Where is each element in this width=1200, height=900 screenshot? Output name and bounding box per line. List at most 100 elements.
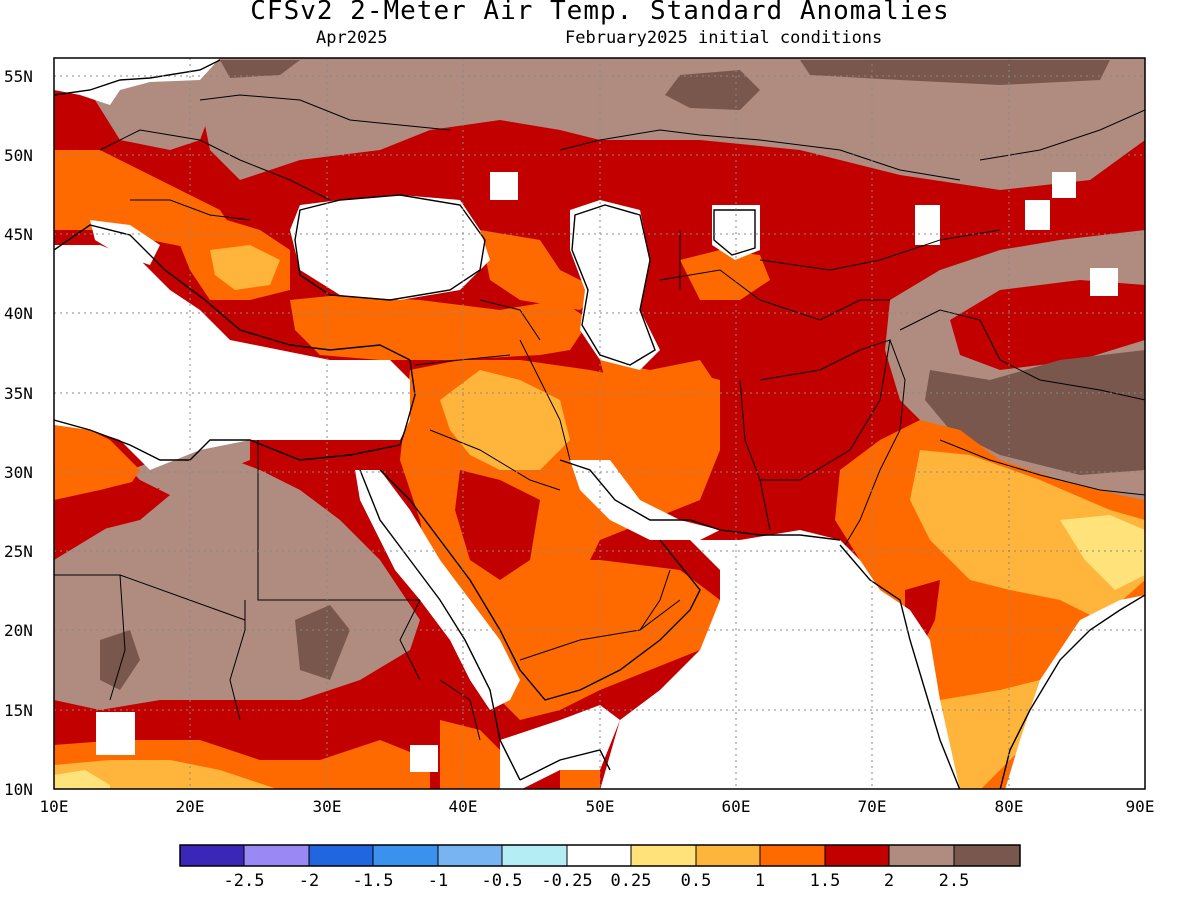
colorbar-swatch-6 <box>566 844 632 867</box>
field-lightyellow-sahel <box>54 770 110 789</box>
border-chad-sudan <box>229 600 246 721</box>
coast-baltic <box>54 59 221 96</box>
anomaly-field <box>54 58 1145 789</box>
field-yellow-india <box>910 450 1145 620</box>
field-white-mediterranean <box>54 245 410 470</box>
coastlines <box>54 59 1145 789</box>
colorbar-label-11: 2.5 <box>939 871 970 891</box>
lon-tick-6: 70E <box>858 797 887 816</box>
border-syria-turkey <box>414 354 511 366</box>
colorbar-label-5: -0.25 <box>541 871 592 891</box>
border-pak-india <box>844 339 906 546</box>
colorbar-label-10: 2 <box>884 871 894 891</box>
lon-tick-8: 90E <box>1126 797 1155 816</box>
field-orange-caspian-n <box>480 230 600 310</box>
colorbar-swatch-10 <box>824 844 890 867</box>
lon-tick-0: 10E <box>40 797 69 816</box>
field-orange-maghreb <box>54 425 140 500</box>
coast-horn <box>519 749 611 781</box>
colorbar-label-9: 1.5 <box>810 871 841 891</box>
colorbar-label-2: -1.5 <box>353 871 394 891</box>
field-yellow-sahel <box>54 760 277 789</box>
field-white-lake-ne3 <box>1052 172 1076 198</box>
lon-tick-3: 40E <box>449 797 478 816</box>
colorbar-swatch-2 <box>308 844 374 867</box>
colorbar-label-0: -2.5 <box>224 871 265 891</box>
colorbar-label-6: 0.25 <box>611 871 652 891</box>
field-red-maghreb <box>54 480 170 540</box>
colorbar-swatch-7 <box>630 844 697 867</box>
lon-tick-5: 60E <box>722 797 751 816</box>
colorbar-label-3: -1 <box>428 871 448 891</box>
colorbar-swatch-3 <box>372 844 439 867</box>
border-russia-kaz <box>559 129 961 181</box>
field-brown-libya <box>130 440 250 490</box>
map-frame <box>53 57 1146 790</box>
valid-month-label: Apr2025 <box>316 28 388 48</box>
coast-caspian <box>571 204 656 366</box>
field-darkbrown-nw <box>220 60 300 78</box>
border-saudi-yemen <box>519 599 681 661</box>
colorbar-label-4: -0.5 <box>482 871 523 891</box>
field-yellow-india-s <box>940 680 1050 789</box>
colorbar-swatch-0 <box>179 844 245 867</box>
lon-tick-4: 50E <box>586 797 615 816</box>
field-white-lake-ne <box>1090 268 1118 296</box>
lon-tick-7: 80E <box>995 797 1024 816</box>
colorbar-label-1: -2 <box>299 871 319 891</box>
field-brown-north <box>200 58 1145 190</box>
border-egypt-sudan-nile <box>399 599 421 681</box>
initial-conditions-label: February2025 initial conditions <box>565 28 883 48</box>
coast-levant <box>399 359 416 446</box>
field-orange-horn <box>440 720 510 789</box>
lat-tick-8: 15N <box>4 701 33 720</box>
lat-tick-1: 50N <box>4 146 33 165</box>
border-ethiopia <box>439 679 481 741</box>
field-yellow-balkans <box>210 245 280 290</box>
field-white-arabiansea <box>600 530 960 789</box>
field-white-lake-nile <box>410 745 438 772</box>
borders <box>54 94 1145 741</box>
lat-tick-2: 45N <box>4 225 33 244</box>
border-eu-2 <box>130 199 251 221</box>
field-lightyellow-india <box>1060 515 1145 590</box>
lon-axis: 10E 20E 30E 40E 50E 60E 70E 80E 90E <box>40 797 1155 816</box>
border-turkey-e <box>479 299 541 341</box>
colorbar-swatch-12 <box>953 844 1021 867</box>
colorbar: -2.5 -2 -1.5 -1 -0.5 -0.25 0.25 0.5 1 1.… <box>179 844 1021 891</box>
field-white-lake-ne2 <box>1025 200 1050 230</box>
field-orange-iran <box>600 360 720 440</box>
chart-title: CFSv2 2-Meter Air Temp. Standard Anomali… <box>250 0 950 26</box>
colorbar-label-7: 0.5 <box>681 871 712 891</box>
lat-tick-9: 10N <box>4 780 33 799</box>
field-darkbrown-tibet <box>925 350 1145 475</box>
field-orange-somalia <box>560 770 600 789</box>
lon-tick-2: 30E <box>313 797 342 816</box>
border-afghan-pak <box>759 339 891 481</box>
colorbar-frame <box>179 844 1021 867</box>
border-kazakhstan <box>679 229 1001 290</box>
field-white-balkhash <box>915 205 940 245</box>
field-darkbrown-sahara-w <box>100 630 140 690</box>
field-white-lake-n1 <box>490 172 518 200</box>
coast-blacksea <box>294 194 486 301</box>
colorbar-swatch-9 <box>759 844 826 867</box>
field-white-baltic <box>54 58 220 105</box>
field-white-blacksea <box>290 195 490 300</box>
colorbar-swatch-8 <box>695 844 761 867</box>
coast-redsea-west <box>359 469 521 781</box>
border-saudi-iraq <box>429 429 561 491</box>
field-white-bayofbengal <box>1005 595 1145 789</box>
border-eu-3 <box>199 94 451 131</box>
border-oman <box>639 569 671 631</box>
lat-tick-0: 55N <box>4 67 33 86</box>
border-china-india <box>899 309 1145 401</box>
coast-mediterranean-north <box>54 224 411 361</box>
field-orange-anatolia <box>290 295 590 360</box>
border-himalaya <box>939 439 1145 496</box>
field-white-lake-chad <box>96 712 135 755</box>
coast-north-africa <box>54 419 401 461</box>
lat-tick-3: 40N <box>4 304 33 323</box>
border-chad-w <box>109 574 126 701</box>
